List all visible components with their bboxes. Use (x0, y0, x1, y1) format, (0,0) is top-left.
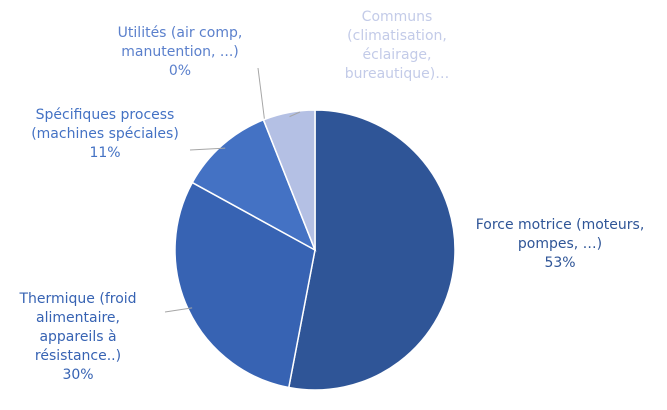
category-label: Spécifiques process (machines spéciales) (31, 107, 179, 142)
pie-slice (287, 109, 456, 391)
value-label: 53% (544, 255, 576, 271)
slice-label: Spécifiques process (machines spéciales)… (5, 106, 205, 163)
leader-line (189, 147, 226, 151)
value-label: 30% (62, 367, 94, 383)
slice-label: Force motrice (moteurs, pompes, …) 53% (460, 216, 660, 273)
leader-line (164, 307, 193, 313)
value-label: 11% (89, 145, 121, 161)
pie-slice (174, 181, 316, 389)
slice-label: Communs (climatisation, éclairage, burea… (322, 8, 472, 84)
category-label: Utilités (air comp, manutention, ...) (117, 25, 243, 60)
value-label: 0% (168, 63, 192, 79)
pie-slice (262, 109, 316, 251)
leader-line (289, 111, 301, 118)
pie-slice (191, 118, 317, 252)
category-label: Communs (climatisation, éclairage, burea… (344, 9, 450, 82)
slice-label: Thermique (froid alimentaire, appareils … (8, 290, 148, 385)
category-label: Force motrice (moteurs, pompes, …) (475, 217, 645, 252)
leader-line (257, 67, 266, 124)
category-label: Thermique (froid alimentaire, appareils … (19, 291, 137, 364)
slice-label: Utilités (air comp, manutention, ...) 0% (95, 24, 265, 81)
